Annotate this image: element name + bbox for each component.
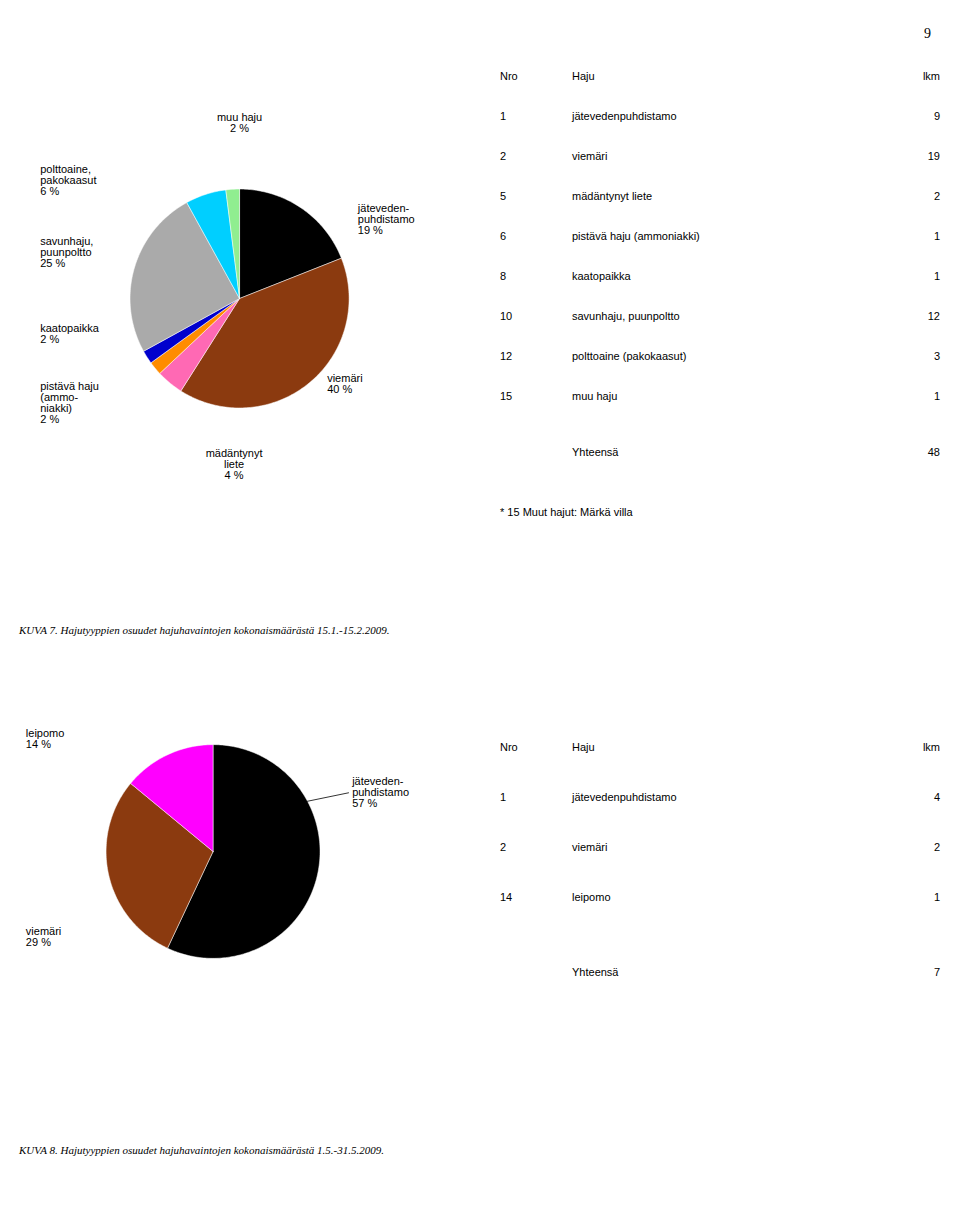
svg-text:viemäri29 %: viemäri29 %	[26, 925, 61, 948]
html-text:48: 48	[927, 446, 940, 458]
html-text:1: 1	[500, 110, 507, 122]
svg-text:kaatopaikka2 %: kaatopaikka2 %	[40, 322, 100, 345]
svg-text:viemäri40 %: viemäri40 %	[327, 372, 362, 395]
html-text:Yhteensä: Yhteensä	[572, 446, 619, 458]
html-text:viemäri: viemäri	[572, 150, 608, 162]
html-text:lkm: lkm	[922, 70, 940, 82]
html-text:5: 5	[500, 190, 507, 202]
html-text:7: 7	[933, 966, 940, 978]
html-text:1: 1	[933, 390, 940, 402]
svg-text:muu haju2 %: muu haju2 %	[217, 111, 262, 134]
html-text:Yhteensä: Yhteensä	[572, 966, 619, 978]
html-text:mädäntynyt liete: mädäntynyt liete	[572, 190, 653, 202]
svg-text:mädäntynytliete4 %: mädäntynytliete4 %	[206, 447, 263, 481]
html-text:1: 1	[933, 891, 940, 903]
html-text:Haju: Haju	[572, 741, 595, 753]
html-text:3: 3	[933, 350, 940, 362]
html-text:pistävä haju (ammoniakki): pistävä haju (ammoniakki)	[572, 230, 700, 242]
html-text:15: 15	[500, 390, 513, 402]
svg-text:savunhaju,puunpoltto25 %: savunhaju,puunpoltto25 %	[40, 235, 93, 269]
html-text:leipomo: leipomo	[572, 891, 611, 903]
svg-text:leipomo14 %: leipomo14 %	[26, 727, 65, 750]
html-text:2: 2	[933, 190, 940, 202]
svg-text:polttoaine,pakokaasut6 %: polttoaine,pakokaasut6 %	[40, 163, 96, 197]
html-text:Nro: Nro	[500, 70, 518, 82]
html-text:1: 1	[933, 270, 940, 282]
html-text:Nro: Nro	[500, 741, 518, 753]
html-text:1: 1	[500, 791, 507, 803]
html-text:8: 8	[500, 270, 507, 282]
html-text:19: 19	[927, 150, 940, 162]
html-text:viemäri: viemäri	[572, 841, 608, 853]
html-text:1: 1	[933, 230, 940, 242]
html-text:jätevedenpuhdistamo: jätevedenpuhdistamo	[572, 791, 677, 803]
html-text:* 15 Muut hajut: Märkä villa: * 15 Muut hajut: Märkä villa	[500, 506, 633, 518]
html-text:KUVA 7. Hajutyyppien osuudet h: KUVA 7. Hajutyyppien osuudet hajuhavaint…	[19, 624, 390, 636]
html-text:Haju: Haju	[572, 70, 595, 82]
html-text:9: 9	[924, 26, 931, 41]
html-text:kaatopaikka: kaatopaikka	[572, 270, 631, 282]
html-text:2: 2	[933, 841, 940, 853]
html-text:12: 12	[500, 350, 513, 362]
html-text:12: 12	[927, 310, 940, 322]
svg-text:pistävä haju(ammo-niakki)2 %: pistävä haju(ammo-niakki)2 %	[40, 380, 99, 425]
html-text:savunhaju, puunpoltto: savunhaju, puunpoltto	[572, 310, 680, 322]
svg-text:jäteveden-puhdistamo19 %: jäteveden-puhdistamo19 %	[357, 202, 415, 236]
html-text:KUVA 8. Hajutyyppien osuudet h: KUVA 8. Hajutyyppien osuudet hajuhavaint…	[19, 1144, 384, 1156]
html-text:muu haju: muu haju	[572, 390, 618, 402]
html-text:lkm: lkm	[922, 741, 940, 753]
html-text:polttoaine (pakokaasut): polttoaine (pakokaasut)	[572, 350, 687, 362]
html-text:2: 2	[500, 150, 507, 162]
html-text:6: 6	[500, 230, 507, 242]
html-text:2: 2	[500, 841, 507, 853]
html-text:4: 4	[933, 791, 940, 803]
svg-text:jäteveden-puhdistamo57 %: jäteveden-puhdistamo57 %	[351, 775, 409, 809]
html-text:9: 9	[933, 110, 940, 122]
html-text:10: 10	[500, 310, 513, 322]
html-text:14: 14	[500, 891, 513, 903]
html-text:jätevedenpuhdistamo: jätevedenpuhdistamo	[572, 110, 677, 122]
